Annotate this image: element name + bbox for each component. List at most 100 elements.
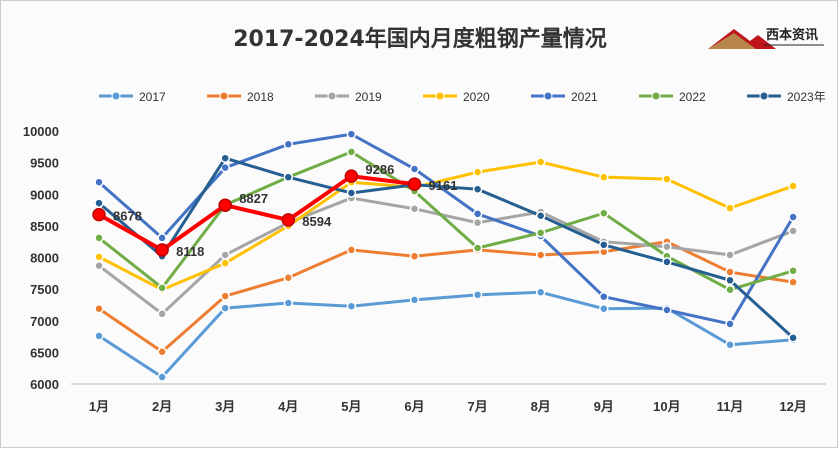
data-point bbox=[535, 211, 546, 221]
data-label: 8678 bbox=[113, 209, 142, 224]
data-point bbox=[157, 283, 167, 293]
data-point bbox=[283, 139, 294, 150]
data-point bbox=[220, 291, 230, 301]
data-point bbox=[346, 147, 357, 157]
data-point bbox=[283, 298, 294, 308]
data-point bbox=[220, 153, 230, 163]
data-point bbox=[409, 164, 420, 174]
data-point bbox=[94, 260, 104, 271]
data-point bbox=[599, 208, 609, 218]
data-point bbox=[788, 212, 798, 222]
data-label: 8594 bbox=[302, 214, 332, 229]
data-point bbox=[409, 295, 420, 305]
data-point bbox=[725, 203, 735, 213]
data-point bbox=[662, 241, 672, 252]
data-point bbox=[346, 188, 357, 198]
data-point bbox=[535, 250, 546, 260]
data-point bbox=[220, 162, 230, 173]
legend-marker bbox=[759, 91, 769, 101]
data-point bbox=[94, 331, 104, 341]
data-point bbox=[409, 251, 420, 261]
x-tick-label: 5月 bbox=[341, 399, 361, 414]
data-point bbox=[220, 303, 230, 313]
data-point bbox=[472, 290, 483, 300]
legend-marker bbox=[435, 91, 445, 101]
data-point bbox=[157, 372, 167, 382]
x-tick-label: 10月 bbox=[653, 399, 680, 414]
data-point bbox=[157, 309, 167, 319]
legend-marker bbox=[111, 91, 121, 101]
data-point bbox=[662, 305, 672, 315]
data-point bbox=[344, 169, 359, 183]
data-point bbox=[218, 198, 232, 212]
data-point bbox=[92, 207, 106, 222]
x-tick-label: 4月 bbox=[278, 399, 298, 414]
data-point bbox=[725, 250, 735, 260]
data-point bbox=[346, 301, 357, 311]
data-point bbox=[346, 129, 357, 139]
data-point bbox=[599, 172, 609, 182]
data-point bbox=[472, 243, 483, 253]
data-point bbox=[788, 333, 798, 343]
x-tick-label: 1月 bbox=[89, 399, 109, 414]
data-point bbox=[220, 250, 230, 260]
legend-label: 2017 bbox=[139, 90, 166, 104]
y-tick-label: 7000 bbox=[30, 314, 59, 329]
data-point bbox=[725, 285, 735, 295]
legend-marker bbox=[651, 91, 661, 101]
data-point bbox=[788, 266, 798, 276]
x-tick-label: 12月 bbox=[779, 399, 806, 414]
y-tick-label: 6000 bbox=[30, 377, 59, 392]
y-tick-label: 8500 bbox=[30, 219, 59, 234]
data-point bbox=[599, 303, 609, 314]
x-tick-label: 7月 bbox=[467, 399, 487, 414]
series-line-2019 bbox=[98, 196, 794, 316]
legend-label: 2020 bbox=[463, 90, 490, 104]
x-tick-label: 6月 bbox=[404, 399, 424, 414]
legend-label: 2018 bbox=[247, 90, 274, 104]
chart-title: 2017-2024年国内月度粗钢产量情况 bbox=[233, 27, 607, 52]
series-line-2020 bbox=[98, 160, 794, 292]
data-point bbox=[599, 240, 609, 250]
data-point bbox=[94, 303, 104, 314]
x-tick-label: 11月 bbox=[717, 399, 744, 414]
data-point bbox=[535, 228, 546, 238]
legend-label: 2021 bbox=[571, 90, 598, 104]
legend-marker bbox=[219, 91, 229, 101]
y-tick-label: 7500 bbox=[30, 282, 59, 297]
legend-label: 2022 bbox=[679, 90, 706, 104]
series-line-2023年 bbox=[98, 156, 795, 339]
data-point bbox=[283, 272, 294, 283]
xiben-logo: 西本资讯 bbox=[708, 27, 824, 49]
legend-label: 2019 bbox=[355, 90, 382, 104]
series-line-2017 bbox=[98, 290, 794, 379]
y-tick-label: 10000 bbox=[23, 124, 59, 139]
data-point bbox=[662, 257, 672, 267]
y-tick-label: 8000 bbox=[30, 251, 59, 266]
data-point bbox=[535, 287, 546, 298]
data-point bbox=[472, 167, 483, 177]
data-point bbox=[281, 213, 296, 227]
data-point bbox=[472, 184, 483, 194]
data-point bbox=[155, 243, 169, 257]
data-point bbox=[725, 340, 735, 350]
data-point bbox=[662, 174, 672, 184]
data-point bbox=[220, 258, 230, 268]
data-point bbox=[535, 157, 546, 167]
x-tick-label: 8月 bbox=[531, 399, 551, 414]
data-point bbox=[94, 233, 104, 243]
series-line-2024年 bbox=[98, 174, 415, 253]
data-label: 8118 bbox=[176, 244, 204, 259]
data-label: 8827 bbox=[239, 191, 268, 206]
x-tick-label: 9月 bbox=[594, 399, 614, 414]
y-tick-label: 9000 bbox=[30, 187, 59, 202]
data-point bbox=[94, 252, 104, 262]
data-label: 9161 bbox=[429, 178, 458, 193]
data-point bbox=[346, 245, 357, 255]
data-point bbox=[94, 198, 104, 208]
y-tick-label: 9500 bbox=[30, 156, 59, 171]
y-tick-label: 6500 bbox=[30, 345, 59, 360]
data-label: 9286 bbox=[365, 162, 394, 177]
